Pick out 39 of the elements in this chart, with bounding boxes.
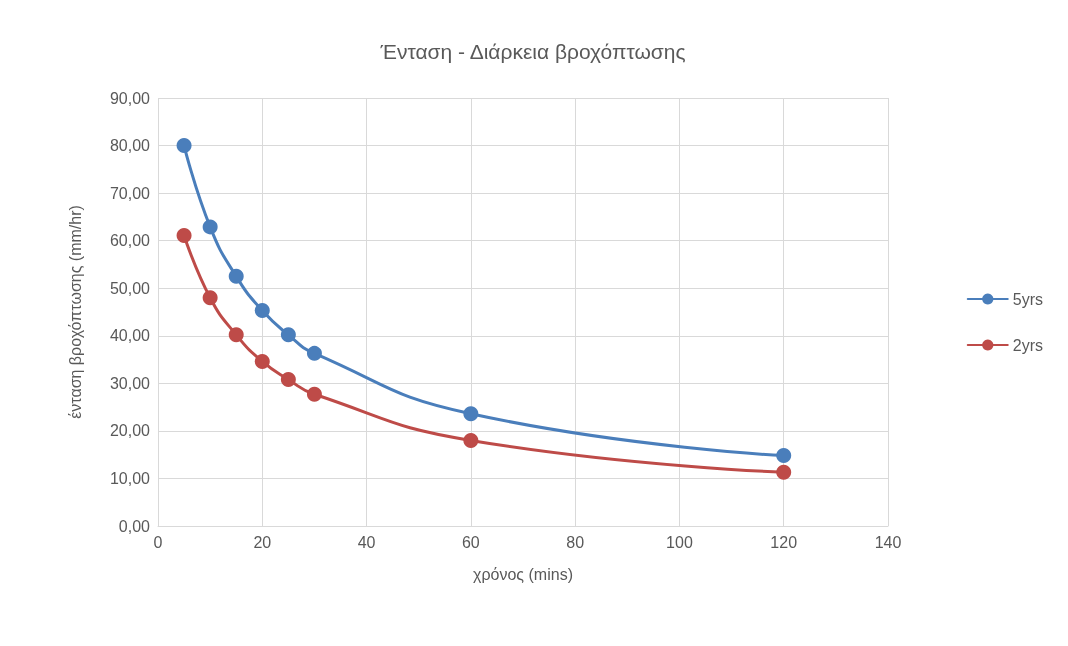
point bbox=[306, 386, 322, 402]
x-axis-title: χρόνος (mins) bbox=[473, 565, 573, 583]
y-tick-label: 40,00 bbox=[109, 327, 151, 345]
y-tick-label: 60,00 bbox=[109, 232, 151, 250]
x-tick-label: 20 bbox=[253, 533, 272, 551]
point bbox=[228, 327, 244, 343]
point bbox=[463, 406, 479, 422]
x-tick-label: 140 bbox=[874, 533, 902, 551]
point bbox=[228, 268, 244, 284]
point bbox=[202, 290, 218, 306]
point bbox=[202, 219, 218, 235]
y-tick-label: 20,00 bbox=[109, 422, 151, 440]
chart-title: Ένταση - Διάρκεια βροχόπτωσης bbox=[379, 40, 686, 63]
y-tick-label: 10,00 bbox=[109, 469, 151, 487]
legend-label: 2yrs bbox=[1012, 336, 1044, 354]
x-tick-label: 60 bbox=[461, 533, 480, 551]
x-tick-label: 0 bbox=[153, 533, 163, 551]
y-axis-title: ένταση βροχόπτωσης (mm/hr) bbox=[66, 205, 84, 419]
y-tick-label: 90,00 bbox=[109, 89, 151, 107]
x-tick-label: 40 bbox=[357, 533, 376, 551]
point bbox=[176, 138, 192, 154]
point bbox=[463, 432, 479, 448]
x-tick-label: 80 bbox=[566, 533, 585, 551]
y-tick-label: 80,00 bbox=[109, 137, 151, 155]
point bbox=[254, 303, 270, 319]
y-tick-label: 70,00 bbox=[109, 184, 151, 202]
point bbox=[306, 345, 322, 361]
x-tick-label: 100 bbox=[666, 533, 693, 551]
point bbox=[776, 448, 792, 464]
point bbox=[176, 227, 192, 243]
point bbox=[280, 327, 296, 343]
point bbox=[280, 372, 296, 388]
point bbox=[254, 353, 270, 369]
y-tick-label: 0,00 bbox=[118, 517, 151, 535]
y-tick-label: 50,00 bbox=[109, 279, 151, 297]
point bbox=[776, 464, 792, 480]
y-tick-label: 30,00 bbox=[109, 374, 151, 392]
x-tick-label: 120 bbox=[770, 533, 798, 551]
legend-label: 5yrs bbox=[1012, 290, 1044, 308]
